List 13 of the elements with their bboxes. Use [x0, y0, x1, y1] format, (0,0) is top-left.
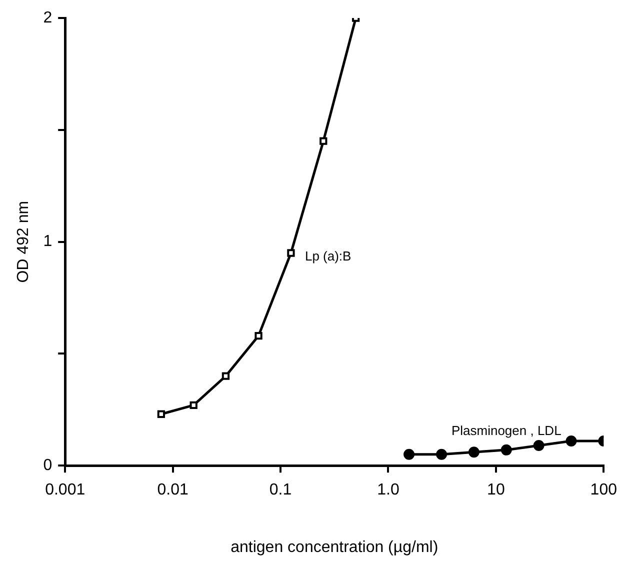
y-tick-label: 0	[43, 457, 52, 474]
x-tick-label: 0.01	[157, 482, 188, 499]
y-tick-label: 2	[43, 9, 52, 26]
series-label: Plasminogen , LDL	[451, 423, 562, 438]
x-axis-title: antigen concentration (µg/ml)	[230, 538, 438, 556]
x-tick-label: 10	[487, 482, 505, 499]
y-axis-title: OD 492 nm	[15, 200, 32, 283]
y-tick-label: 1	[43, 233, 52, 250]
x-tick-label: 0.001	[45, 482, 86, 499]
x-tick-label: 100	[590, 482, 618, 499]
x-tick-label: 0.1	[269, 482, 292, 499]
series-label: Lp (a):B	[304, 248, 352, 264]
x-tick-label: 1.0	[377, 482, 400, 499]
